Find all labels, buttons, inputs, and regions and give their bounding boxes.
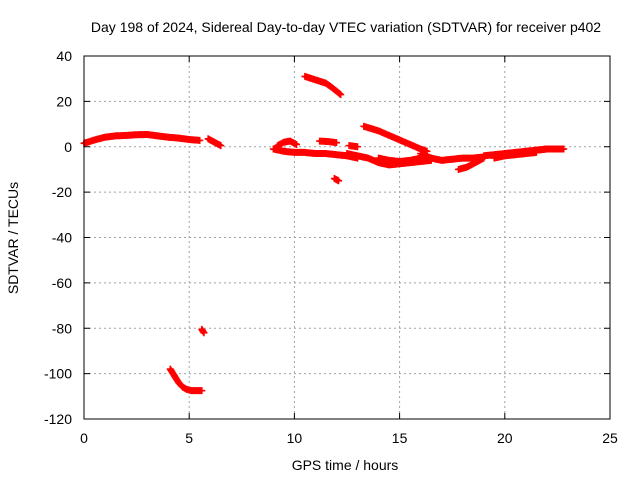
- y-axis-label: SDTVAR / TECUs: [5, 182, 21, 294]
- data-point: [196, 136, 204, 144]
- data-point: [198, 387, 206, 395]
- series-arc-5: [301, 72, 345, 99]
- x-tick-label: 25: [602, 430, 618, 446]
- series-arc-2: [204, 135, 225, 150]
- grid-lines: [84, 56, 610, 419]
- y-tick-label: -80: [52, 320, 72, 336]
- y-tick-label: 0: [64, 139, 72, 155]
- y-tick-label: -120: [44, 411, 72, 427]
- y-tick-label: -100: [44, 366, 72, 382]
- axis-ticks: 0 5 10 15 20 25 -120 -100 -80 -60 -40 -20 0 20 40: [44, 48, 618, 446]
- series-arc-7: [269, 145, 362, 162]
- x-tick-label: 20: [497, 430, 513, 446]
- series-arc-10: [345, 142, 362, 151]
- data-point: [200, 329, 208, 337]
- plot-frame: [83, 55, 611, 420]
- data-point: [332, 139, 340, 147]
- data-point: [217, 142, 225, 150]
- x-tick-label: 15: [392, 430, 408, 446]
- y-tick-label: -40: [52, 230, 72, 246]
- data-point: [335, 177, 343, 185]
- data-point: [337, 91, 345, 99]
- x-tick-label: 10: [287, 430, 303, 446]
- y-tick-label: 20: [56, 93, 72, 109]
- series-arc-8: [274, 137, 301, 150]
- data-point: [293, 140, 301, 148]
- series-arc-15: [455, 154, 488, 173]
- data-point: [336, 90, 344, 98]
- x-axis-label: GPS time / hours: [292, 457, 399, 473]
- series-arc-11: [360, 122, 431, 155]
- y-tick-label: 40: [56, 48, 72, 64]
- series-arc-9: [316, 137, 340, 147]
- y-tick-label: -20: [52, 184, 72, 200]
- data-point: [354, 143, 362, 151]
- series-arc-4: [198, 325, 208, 337]
- x-tick-label: 0: [80, 430, 88, 446]
- x-tick-label: 5: [185, 430, 193, 446]
- data-point: [560, 145, 568, 153]
- series-arc-1: [80, 130, 204, 147]
- data-points: [80, 72, 568, 395]
- series-arc-6: [330, 175, 343, 185]
- series-arc-3: [166, 365, 206, 395]
- series-arc-17: [490, 148, 540, 162]
- y-tick-label: -60: [52, 275, 72, 291]
- chart-title: Day 198 of 2024, Sidereal Day-to-day VTE…: [91, 19, 601, 35]
- series-arc-18: [532, 145, 568, 154]
